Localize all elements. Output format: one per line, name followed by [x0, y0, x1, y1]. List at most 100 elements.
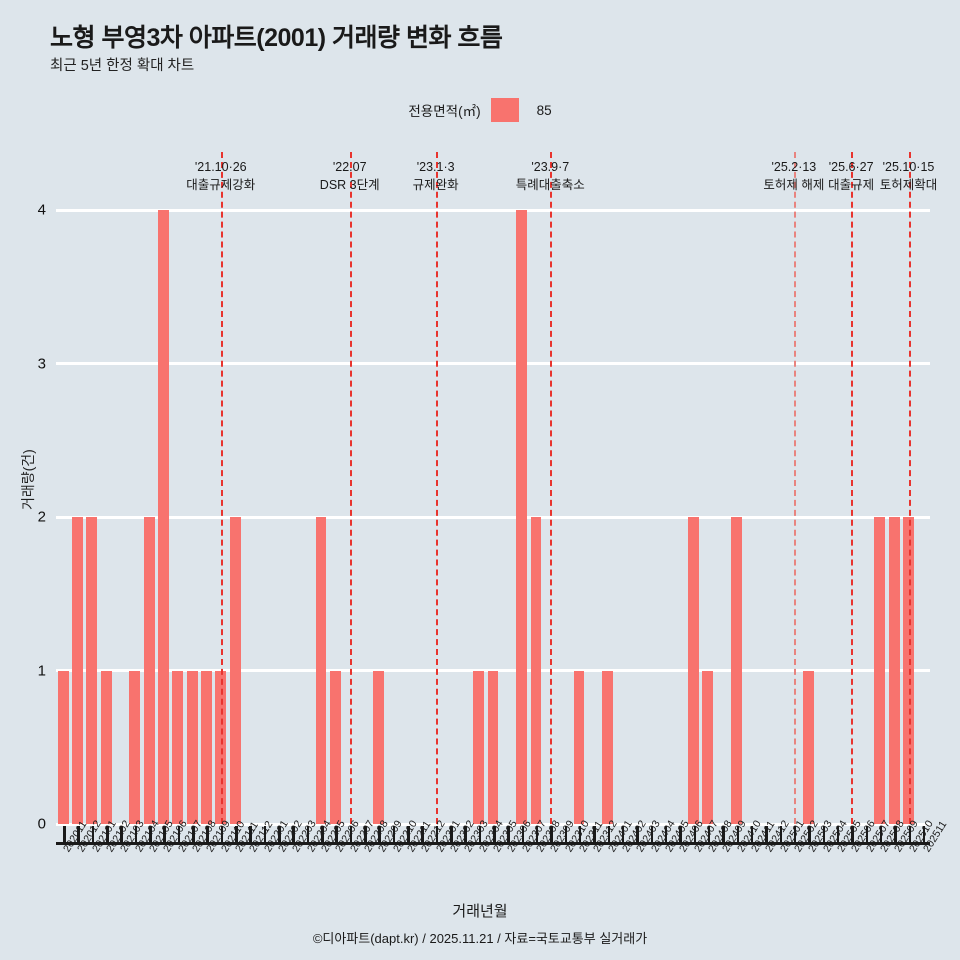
- x-tick: [206, 826, 209, 842]
- footer-credit: ©디아파트(dapt.kr) / 2025.11.21 / 자료=국토교통부 실…: [312, 931, 648, 946]
- event-label: '25.6·27 대출규제: [828, 158, 874, 194]
- x-tick: [349, 826, 353, 842]
- page-subtitle: 최근 5년 한정 확대 차트: [50, 58, 195, 74]
- bar: [72, 517, 83, 824]
- gridline-4: [56, 208, 930, 212]
- x-tick: [292, 826, 295, 842]
- x-tick: [851, 826, 854, 842]
- x-axis-title: 거래년월: [452, 903, 508, 920]
- legend-title: 전용면적(㎡): [408, 104, 481, 119]
- x-tick: [106, 826, 109, 842]
- event-line: [550, 152, 553, 824]
- x-tick: [922, 826, 926, 842]
- event-line: [851, 152, 854, 824]
- x-tick: [636, 826, 639, 842]
- bar: [158, 210, 169, 824]
- x-tick: [464, 826, 467, 842]
- bar: [487, 670, 499, 824]
- event-label: '22.07 DSR 3단계: [320, 158, 380, 194]
- event-label: '21.10·26 대출규제강화: [186, 158, 255, 194]
- event-date: '25.6·27: [828, 160, 874, 174]
- x-tick: [621, 826, 625, 842]
- bar: [731, 517, 742, 824]
- event-line: [435, 152, 438, 824]
- bar: [702, 670, 714, 824]
- gridline-2: [56, 515, 930, 519]
- x-tick: [407, 826, 410, 842]
- x-tick: [120, 826, 123, 842]
- x-tick: [879, 826, 883, 842]
- x-tick: [77, 826, 80, 842]
- x-tick: [722, 826, 725, 842]
- bar: [143, 517, 155, 824]
- event-line: [908, 152, 911, 824]
- event-text: 특례대출축소: [515, 178, 585, 193]
- x-tick: [435, 826, 439, 842]
- x-tick: [478, 826, 482, 842]
- y-tick-label-3: 3: [37, 355, 46, 372]
- gridline-3: [56, 362, 930, 365]
- event-label: '25.2·13 토허제 해제: [763, 158, 824, 194]
- page-title: 노형 부영3차 아파트(2001) 거래량 변화 흐름: [50, 24, 503, 52]
- x-tick: [263, 826, 267, 842]
- x-tick: [177, 826, 181, 842]
- event-text: 토허제 해제: [763, 178, 825, 193]
- event-date: '22.07: [332, 160, 367, 174]
- bar: [516, 210, 528, 824]
- x-tick: [321, 826, 324, 842]
- event-label: '23.1·3 규제완화: [413, 158, 459, 194]
- bar: [888, 517, 900, 824]
- x-tick: [564, 826, 568, 842]
- x-tick: [421, 826, 424, 842]
- event-line: [220, 152, 223, 824]
- event-date: '21.10·26: [194, 160, 247, 174]
- bar: [573, 670, 585, 824]
- x-tick: [550, 826, 553, 842]
- x-tick: [306, 826, 310, 842]
- bar: [129, 670, 141, 824]
- event-label: '25.10·15 토허제확대: [880, 158, 938, 194]
- x-tick: [736, 826, 740, 842]
- event-text: 대출규제: [828, 178, 875, 193]
- x-tick: [91, 826, 95, 842]
- y-tick-label-0: 0: [37, 815, 46, 833]
- event-line: [349, 152, 352, 824]
- x-tick: [392, 826, 396, 842]
- x-tick: [679, 826, 682, 842]
- bar: [57, 670, 69, 824]
- x-tick: [650, 826, 654, 842]
- event-label: '23.9·7 특례대출축소: [516, 158, 585, 194]
- bar: [874, 517, 886, 824]
- x-tick: [707, 826, 711, 842]
- bar: [802, 670, 814, 824]
- x-tick: [335, 826, 338, 842]
- event-text: 토허제확대: [879, 178, 938, 193]
- x-tick: [163, 826, 166, 842]
- x-tick: [607, 826, 611, 842]
- bar: [215, 670, 227, 824]
- x-tick: [450, 826, 453, 842]
- x-tick: [908, 826, 911, 842]
- bar: [172, 670, 184, 824]
- x-tick: [865, 826, 869, 842]
- bar: [86, 517, 98, 824]
- x-tick: [535, 826, 539, 842]
- x-tick: [364, 826, 367, 842]
- chart-legend: 전용면적(㎡) 85: [0, 98, 960, 122]
- event-date: '25.10·15: [882, 160, 935, 174]
- plot-area: 0 1 2 3 4 '21.10·26 대출규제강화 '22.07 DSR 3단계 '23.1·3…: [38, 152, 937, 833]
- x-tick: [593, 826, 596, 842]
- x-tick: [521, 826, 525, 842]
- x-tick: [249, 826, 252, 842]
- x-axis-line: [56, 842, 930, 845]
- x-tick: [793, 826, 797, 842]
- x-tick: [235, 826, 238, 842]
- bar: [602, 670, 614, 824]
- x-tick: [836, 826, 840, 842]
- bar: [372, 670, 384, 824]
- bar: [688, 517, 700, 824]
- bar: [473, 670, 485, 824]
- event-text: DSR 3단계: [319, 178, 380, 193]
- event-date: '23.9·7: [531, 160, 570, 174]
